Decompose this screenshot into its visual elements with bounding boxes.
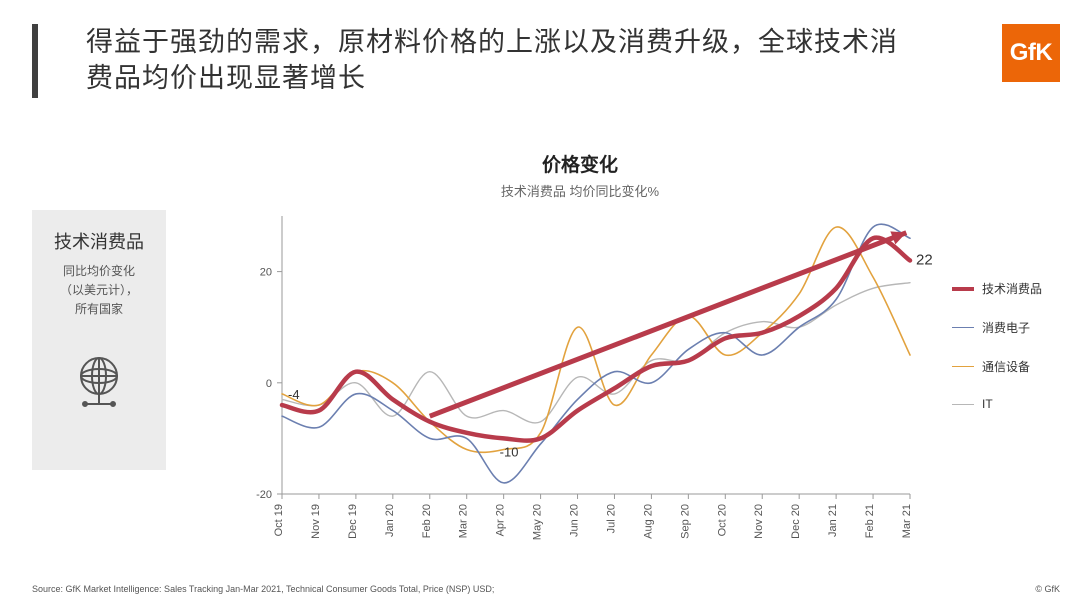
svg-text:Feb 20: Feb 20 [421,504,433,538]
svg-text:Jul 20: Jul 20 [605,504,617,533]
svg-text:May 20: May 20 [532,504,544,540]
svg-text:Oct 19: Oct 19 [273,504,285,536]
svg-text:-20: -20 [256,489,272,501]
svg-text:Sep 20: Sep 20 [679,504,691,539]
side-panel-sub2: （以美元计）， [32,281,166,300]
side-panel: 技术消费品 同比均价变化 （以美元计）， 所有国家 [32,210,166,470]
price-change-chart: -20 0 20 Oct 19 Nov 19 Dec 19 Jan 20 Feb 20 Mar … [220,206,940,566]
svg-text:Dec 19: Dec 19 [347,504,359,539]
svg-text:Oct 20: Oct 20 [716,504,728,536]
globe-icon [32,354,166,412]
legend-item: 通信设备 [952,358,1062,375]
svg-text:Nov 20: Nov 20 [753,504,765,539]
svg-text:20: 20 [260,267,272,279]
legend-label: 技术消费品 [982,280,1042,297]
legend-item: 消费电子 [952,319,1062,336]
footer-source: Source: GfK Market Intelligence: Sales T… [32,584,494,594]
svg-text:0: 0 [266,378,272,390]
legend-swatch [952,366,974,367]
svg-text:-10: -10 [500,444,519,459]
copyright: © GfK [1035,584,1060,594]
svg-text:22: 22 [916,251,933,268]
chart-title: 价格变化 [220,150,940,177]
svg-text:Feb 21: Feb 21 [864,504,876,538]
legend-item: 技术消费品 [952,280,1062,297]
legend-swatch [952,327,974,328]
chart-subtitle: 技术消费品 均价同比变化% [220,181,940,200]
title-accent-bar [32,24,38,98]
svg-text:Mar 20: Mar 20 [458,504,470,538]
side-panel-sub3: 所有国家 [32,300,166,319]
svg-text:-4: -4 [288,387,300,402]
chart-legend: 技术消费品消费电子通信设备 IT [952,280,1062,433]
legend-label: IT [982,397,993,411]
legend-label: 通信设备 [982,358,1030,375]
page-title: 得益于强劲的需求，原材料价格的上涨以及消费升级，全球技术消费品均价出现显著增长 [86,24,916,97]
legend-label: 消费电子 [982,319,1030,336]
svg-text:Nov 19: Nov 19 [310,504,322,539]
svg-text:Jun 20: Jun 20 [569,504,581,537]
legend-swatch [952,287,974,291]
slide: 得益于强劲的需求，原材料价格的上涨以及消费升级，全球技术消费品均价出现显著增长 … [0,0,1080,608]
svg-text:Jan 21: Jan 21 [827,504,839,537]
svg-text:Apr 20: Apr 20 [495,504,507,536]
svg-text:Jan 20: Jan 20 [384,504,396,537]
svg-text:Aug 20: Aug 20 [642,504,654,539]
legend-item: IT [952,397,1062,411]
svg-text:Dec 20: Dec 20 [790,504,802,539]
legend-swatch [952,404,974,405]
gfk-logo: GfK [1002,24,1060,82]
svg-text:Mar 21: Mar 21 [901,504,913,538]
chart-area: 价格变化 技术消费品 均价同比变化% -20 0 20 Oct 19 Nov 19 Dec… [220,150,940,560]
side-panel-title: 技术消费品 [32,228,166,254]
side-panel-sub1: 同比均价变化 [32,262,166,281]
